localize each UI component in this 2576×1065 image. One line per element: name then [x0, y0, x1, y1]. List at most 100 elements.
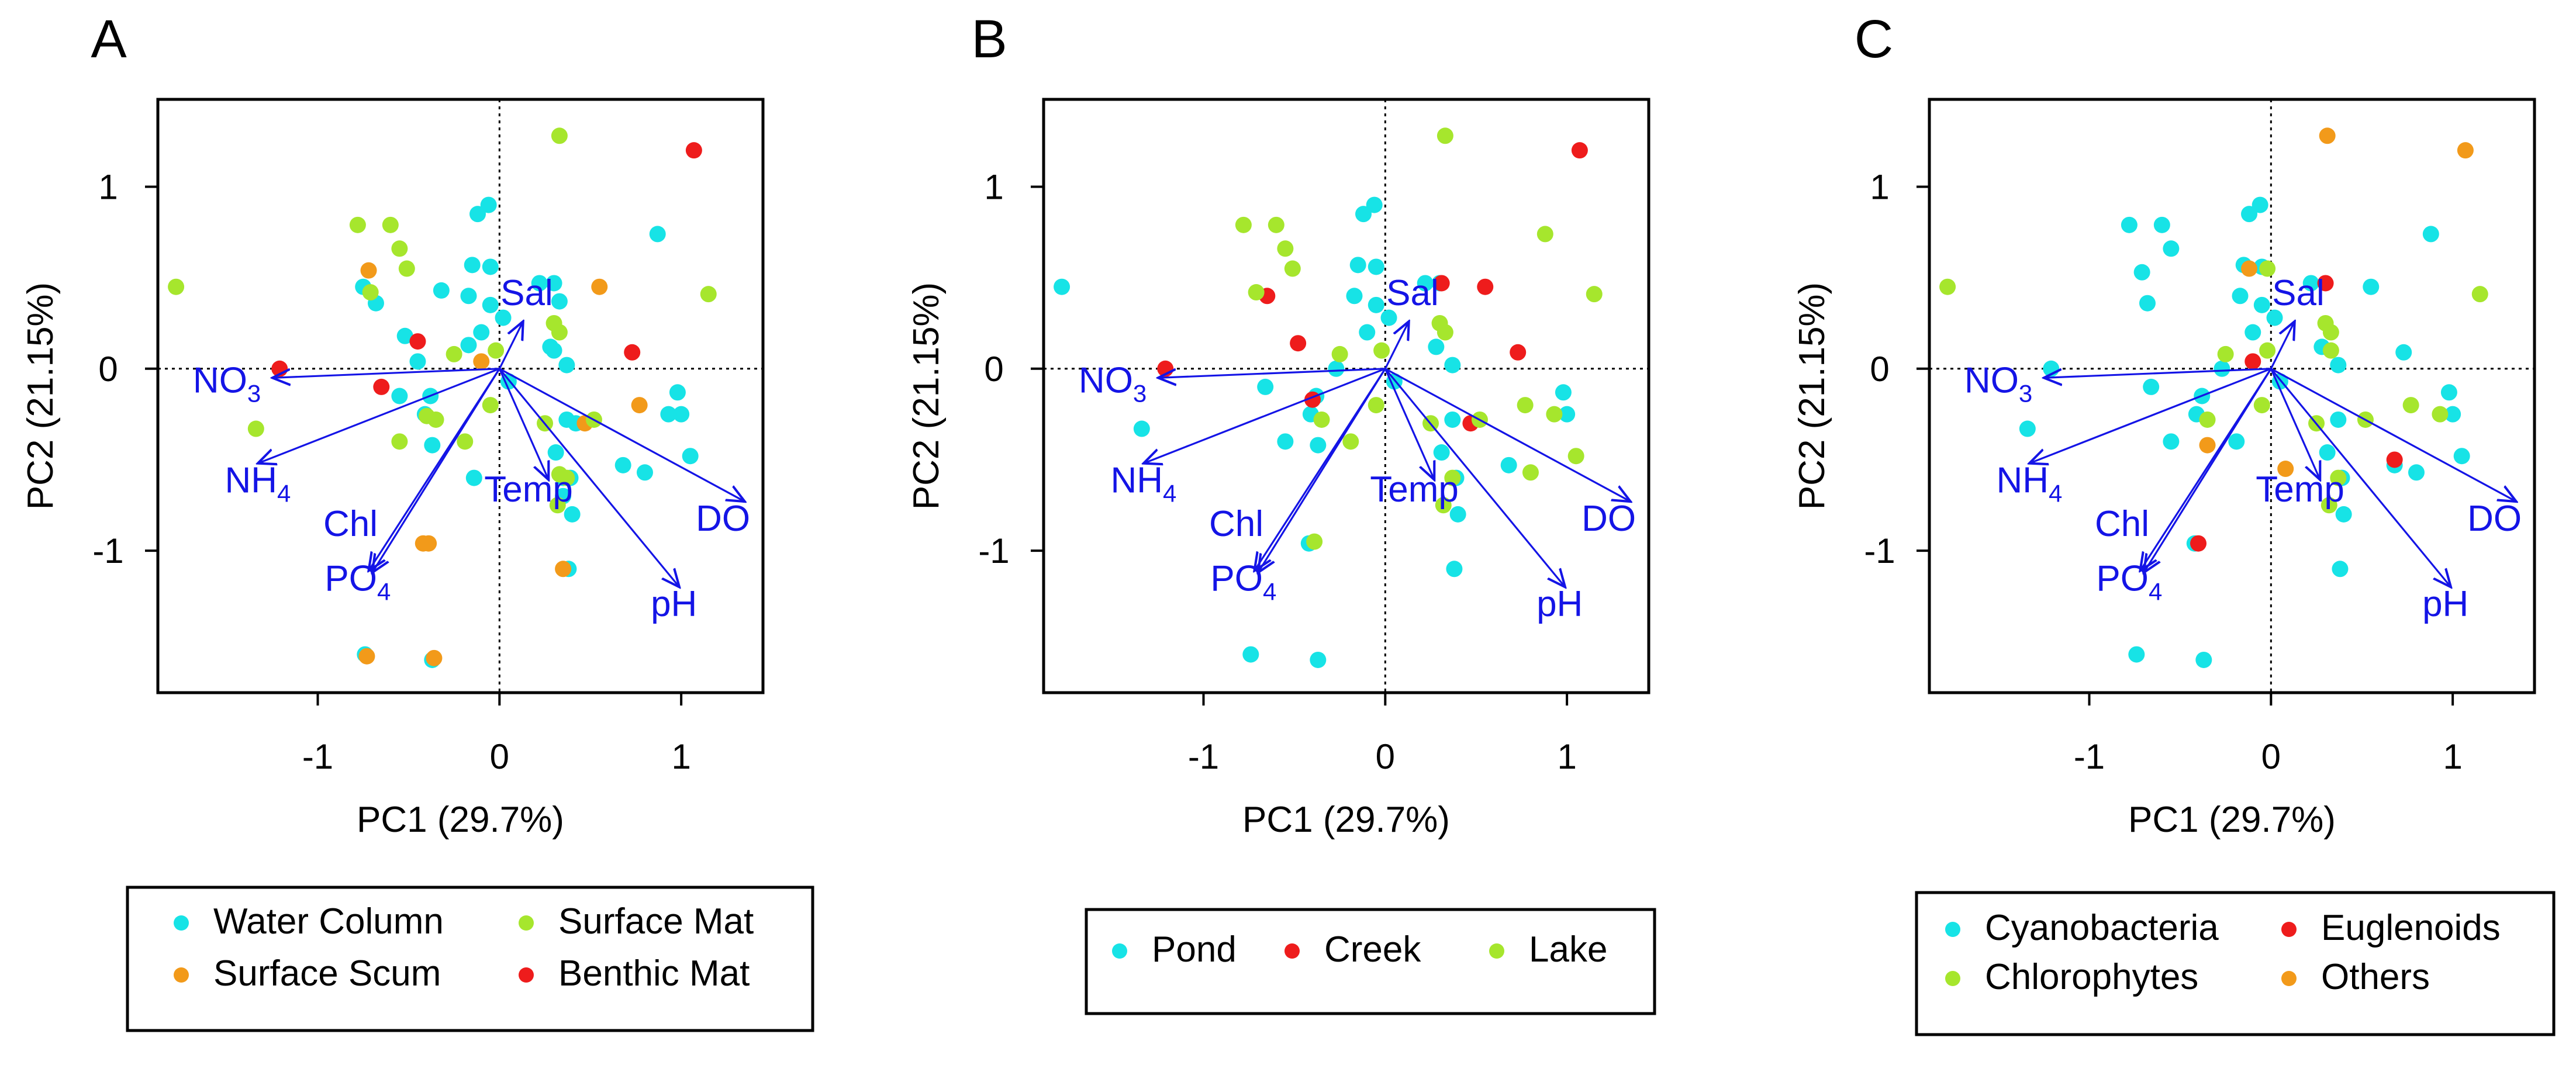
point-cyanobacteria: [2121, 216, 2138, 233]
vector-arrow-do: [1384, 368, 1631, 502]
point-water-column: [396, 327, 413, 344]
point-cyanobacteria: [2330, 411, 2347, 428]
point-lake: [1444, 469, 1461, 486]
vector-label-subscript: 3: [2019, 379, 2032, 407]
vector-label-text: NH: [1110, 461, 1163, 501]
point-pond: [1446, 561, 1463, 578]
point-pond: [1444, 357, 1461, 374]
point-surface-scum: [358, 648, 375, 665]
vector-label-text: Temp: [2256, 469, 2344, 510]
legend-box: [1085, 908, 1656, 1015]
point-surface-mat: [168, 278, 185, 295]
point-pond: [1257, 378, 1274, 395]
point-surface-mat: [488, 342, 505, 359]
point-others: [2319, 127, 2336, 144]
point-water-column: [469, 206, 486, 223]
legend-marker: [174, 915, 189, 931]
legend-label: Surface Scum: [213, 953, 441, 994]
vector-arrow-no: [2044, 368, 2271, 378]
point-surface-mat: [700, 286, 717, 303]
point-pond: [1449, 506, 1466, 523]
legend-label: Surface Mat: [558, 901, 754, 942]
vector-label-subscript: 4: [277, 480, 291, 507]
vector-label-text: PO: [324, 559, 377, 599]
vector-label-text: PO: [2096, 559, 2149, 599]
point-lake: [1368, 397, 1384, 414]
point-cyanobacteria: [2444, 406, 2461, 423]
point-cyanobacteria: [2019, 420, 2036, 437]
point-surface-mat: [549, 497, 566, 514]
point-surface-mat: [362, 284, 379, 301]
point-pond: [1428, 338, 1445, 355]
vector-label-no: NO3: [1079, 360, 1147, 407]
point-cyanobacteria: [2332, 561, 2349, 578]
legend-label: Water Column: [213, 901, 444, 942]
y-tick-label: 0: [1870, 350, 1889, 389]
point-surface-mat: [382, 216, 399, 233]
point-creek: [1290, 335, 1307, 352]
point-euglenoids: [2317, 275, 2334, 292]
point-water-column: [531, 275, 548, 292]
vector-label-text: Temp: [1370, 469, 1459, 510]
point-lake: [1331, 345, 1348, 362]
point-pond: [1054, 278, 1071, 295]
vector-label-temp: Temp: [484, 469, 573, 510]
point-cyanobacteria: [2143, 378, 2160, 395]
point-pond: [1328, 360, 1345, 377]
point-cyanobacteria: [2330, 357, 2347, 374]
point-chlorophytes: [2217, 345, 2234, 362]
point-euglenoids: [2244, 353, 2261, 370]
point-lake: [1536, 226, 1553, 243]
point-cyanobacteria: [2043, 360, 2060, 377]
point-surface-scum: [555, 561, 572, 578]
point-pond: [1368, 296, 1384, 313]
point-surface-mat: [551, 466, 568, 483]
point-cyanobacteria: [2335, 506, 2352, 523]
legend-label: Creek: [1324, 929, 1421, 970]
plot-frame: [156, 98, 765, 694]
point-water-column: [495, 309, 512, 326]
x-tick-label: -1: [1188, 737, 1219, 776]
x-tick-label: 1: [1557, 737, 1576, 776]
y-tick-label: 0: [984, 350, 1003, 389]
point-cyanobacteria: [2302, 275, 2319, 292]
point-cyanobacteria: [2139, 295, 2156, 312]
point-water-column: [473, 324, 490, 341]
vector-label-text: NH: [225, 461, 277, 501]
point-surface-mat: [391, 433, 408, 450]
point-surface-mat: [391, 240, 408, 257]
point-lake: [1437, 127, 1453, 144]
vector-label-ph: pH: [651, 584, 697, 624]
x-tick-label: -1: [2074, 737, 2105, 776]
vector-label-do: DO: [696, 499, 750, 539]
vector-arrow-sal: [498, 321, 523, 369]
point-water-column: [391, 388, 408, 404]
point-pond: [1559, 406, 1576, 423]
legend-marker: [174, 967, 189, 983]
point-lake: [1546, 406, 1563, 423]
point-chlorophytes: [2471, 286, 2488, 303]
point-surface-mat: [427, 411, 444, 428]
point-water-column: [673, 406, 690, 423]
point-cyanobacteria: [2252, 196, 2268, 213]
y-tick-label: -1: [92, 531, 123, 570]
point-chlorophytes: [2330, 469, 2347, 486]
point-others: [2277, 461, 2294, 478]
point-lake: [1306, 533, 1323, 550]
point-lake: [1517, 397, 1534, 414]
point-cyanobacteria: [2163, 240, 2180, 257]
legend-label: Benthic Mat: [558, 953, 750, 994]
point-creek: [1157, 360, 1174, 377]
point-pond: [1310, 437, 1327, 454]
point-lake: [1342, 433, 1359, 450]
point-pond: [1417, 275, 1434, 292]
point-others: [2241, 260, 2258, 277]
vector-label-sal: Sal: [1386, 273, 1439, 313]
x-axis-label: PC1 (29.7%): [357, 800, 564, 840]
point-chlorophytes: [2259, 342, 2276, 359]
point-surface-scum: [473, 353, 490, 370]
point-cyanobacteria: [2163, 433, 2180, 450]
point-water-column: [482, 296, 499, 313]
vector-label-text: DO: [2467, 499, 2522, 539]
plot-frame: [1042, 98, 1650, 694]
